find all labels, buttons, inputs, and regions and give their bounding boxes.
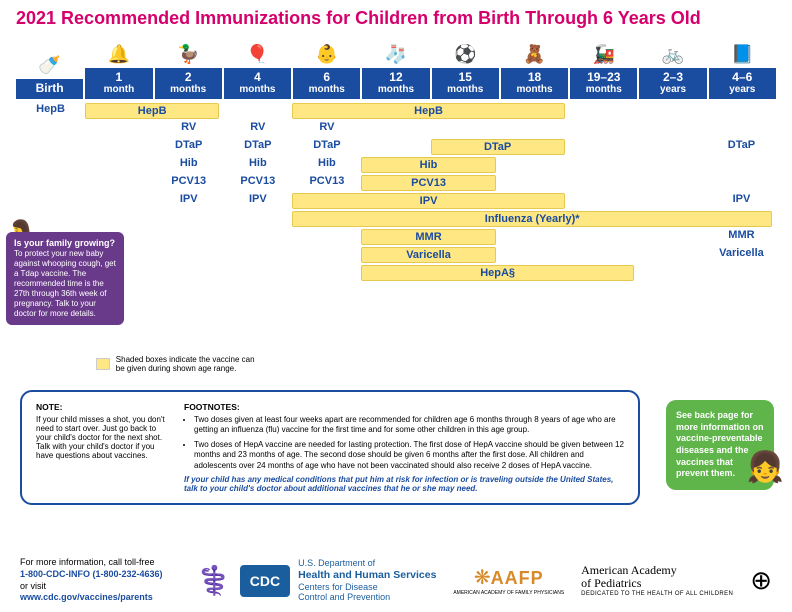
- age-header: 🧦12months: [362, 35, 429, 99]
- footnotes-heading: FOOTNOTES:: [184, 402, 624, 412]
- phone: 1-800-CDC-INFO (1-800-232-4636): [20, 569, 163, 579]
- vaccine-point: PCV13: [154, 175, 223, 187]
- footnote-item: Two doses of HepA vaccine are needed for…: [194, 440, 624, 471]
- aap-seal-icon: ⊕: [750, 565, 772, 596]
- age-icon: 📘: [731, 42, 753, 68]
- age-icon: 🚲: [662, 42, 684, 68]
- age-label: 4–6years: [709, 68, 776, 99]
- age-header: 👶6months: [293, 35, 360, 99]
- legend-text: Shaded boxes indicate the vaccine can be…: [116, 355, 256, 373]
- vaccine-point: Varicella: [707, 247, 776, 259]
- age-icon: 🧸: [523, 42, 545, 68]
- vaccine-bar: HepB: [292, 103, 564, 119]
- vaccine-point: RV: [292, 121, 361, 133]
- vaccine-row: HepBHepBHepB: [16, 103, 776, 121]
- age-label: 1month: [85, 68, 152, 99]
- age-header: 🎈4months: [224, 35, 291, 99]
- legend-swatch: [96, 358, 110, 370]
- vaccine-point: Hib: [223, 157, 292, 169]
- aafp-logo: ❋AAFP AMERICAN ACADEMY OF FAMILY PHYSICI…: [453, 565, 564, 596]
- age-icon: 🧦: [385, 42, 407, 68]
- age-label: 12months: [362, 68, 429, 99]
- age-label: 19–23months: [570, 68, 637, 99]
- age-label: 2–3years: [639, 68, 706, 99]
- vaccine-point: RV: [154, 121, 223, 133]
- age-label: 6months: [293, 68, 360, 99]
- vaccine-bar: Influenza (Yearly)*: [292, 211, 772, 227]
- vaccine-point: DTaP: [707, 139, 776, 151]
- callout-title: Is your family growing?: [14, 238, 115, 248]
- age-icon: 👶: [315, 42, 337, 68]
- vaccine-bar: IPV: [292, 193, 564, 209]
- vaccine-row: Influenza (Yearly)*: [16, 211, 776, 229]
- age-header: 📘4–6years: [709, 35, 776, 99]
- vaccine-bar: HepB: [85, 103, 219, 119]
- vaccine-bar: PCV13: [361, 175, 495, 191]
- vaccine-point: HepB: [16, 103, 85, 115]
- vaccine-point: DTaP: [154, 139, 223, 151]
- vaccine-bar: Varicella: [361, 247, 495, 263]
- page-title: 2021 Recommended Immunizations for Child…: [0, 0, 792, 35]
- vaccine-row: MMR MMR: [16, 229, 776, 247]
- vaccine-row: IPVIPVIPVIPV: [16, 193, 776, 211]
- age-header-row: 🍼Birth🔔1month🦆2months🎈4months👶6months🧦12…: [0, 35, 792, 99]
- vaccine-point: IPV: [154, 193, 223, 205]
- age-icon: 🔔: [108, 42, 130, 68]
- vaccine-row: HepA§: [16, 265, 776, 283]
- age-icon: 🎈: [246, 42, 268, 68]
- age-icon: 🍼: [38, 53, 60, 79]
- note-heading: NOTE:: [36, 402, 166, 412]
- age-label: Birth: [16, 79, 83, 99]
- vaccine-row: Varicella Varicella: [16, 247, 776, 265]
- cdc-logo: ⚕️ CDC U.S. Department of Health and Hum…: [197, 558, 437, 603]
- vaccine-row: HibHibHibHib: [16, 157, 776, 175]
- vaccine-row: DTaPDTaPDTaPDTaPDTaP: [16, 139, 776, 157]
- notes-box: NOTE: If your child misses a shot, you d…: [20, 390, 640, 505]
- age-header: 🍼Birth: [16, 35, 83, 99]
- footnotes-list: Two doses given at least four weeks apar…: [184, 415, 624, 471]
- age-header: 🚂19–23months: [570, 35, 637, 99]
- age-header: 🔔1month: [85, 35, 152, 99]
- vaccine-point: DTaP: [292, 139, 361, 151]
- contact-info: For more information, call toll-free 1-8…: [20, 557, 180, 604]
- aap-logo: American Academy of Pediatrics DEDICATED…: [581, 564, 733, 597]
- age-icon: 🦆: [177, 42, 199, 68]
- vaccine-row: RVRVRV: [16, 121, 776, 139]
- age-label: 15months: [432, 68, 499, 99]
- vaccine-point: IPV: [223, 193, 292, 205]
- vaccine-bar: DTaP: [431, 139, 565, 155]
- vaccine-row: PCV13PCV13PCV13PCV13: [16, 175, 776, 193]
- age-label: 4months: [224, 68, 291, 99]
- age-label: 2months: [155, 68, 222, 99]
- footer: For more information, call toll-free 1-8…: [0, 557, 792, 604]
- vaccine-bar: Hib: [361, 157, 495, 173]
- vaccine-point: Hib: [154, 157, 223, 169]
- vaccine-bar: MMR: [361, 229, 495, 245]
- vaccine-point: PCV13: [292, 175, 361, 187]
- vaccine-point: PCV13: [223, 175, 292, 187]
- note-body: If your child misses a shot, you don't n…: [36, 415, 166, 460]
- footnotes-emphasis: If your child has any medical conditions…: [184, 475, 624, 493]
- legend: Shaded boxes indicate the vaccine can be…: [96, 355, 256, 373]
- vaccine-point: Hib: [292, 157, 361, 169]
- url[interactable]: www.cdc.gov/vaccines/parents: [20, 592, 153, 602]
- vaccine-bar: HepA§: [361, 265, 633, 281]
- age-icon: ⚽: [454, 42, 476, 68]
- callout-body: To protect your new baby against whoopin…: [14, 249, 116, 318]
- tdap-callout: Is your family growing? To protect your …: [6, 232, 124, 325]
- child-icon: 👧: [747, 450, 784, 485]
- vaccine-point: RV: [223, 121, 292, 133]
- age-icon: 🚂: [593, 42, 615, 68]
- footnote-item: Two doses given at least four weeks apar…: [194, 415, 624, 436]
- age-header: ⚽15months: [432, 35, 499, 99]
- age-header: 🦆2months: [155, 35, 222, 99]
- age-label: 18months: [501, 68, 568, 99]
- vaccine-point: MMR: [707, 229, 776, 241]
- age-header: 🚲2–3years: [639, 35, 706, 99]
- age-header: 🧸18months: [501, 35, 568, 99]
- vaccine-point: DTaP: [223, 139, 292, 151]
- vaccine-point: IPV: [707, 193, 776, 205]
